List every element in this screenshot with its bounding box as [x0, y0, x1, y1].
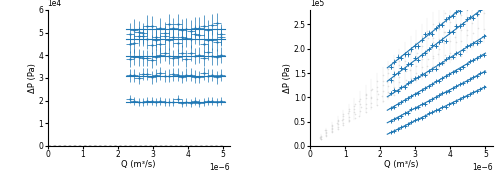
- X-axis label: Q (m³/s): Q (m³/s): [384, 160, 418, 170]
- X-axis label: Q (m³/s): Q (m³/s): [122, 160, 156, 170]
- Y-axis label: ΔP (Pa): ΔP (Pa): [284, 63, 292, 93]
- Y-axis label: ΔP (Pa): ΔP (Pa): [28, 63, 37, 93]
